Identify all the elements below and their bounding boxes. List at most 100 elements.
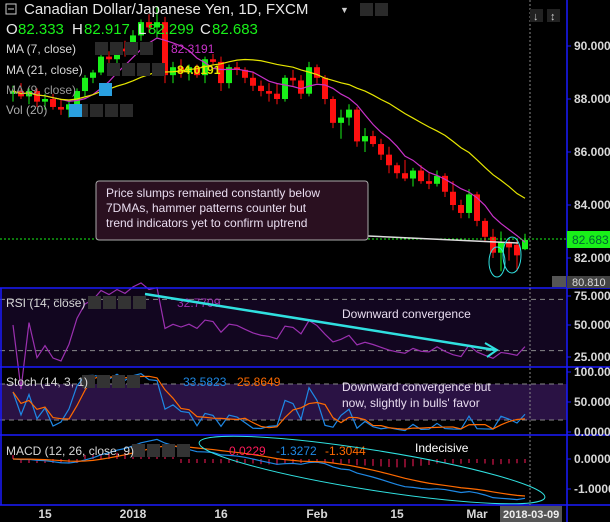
candle[interactable] [450,181,456,211]
collapse-button[interactable] [5,3,17,15]
eye-button[interactable] [360,3,373,16]
candle[interactable] [434,170,440,187]
gear-button[interactable] [122,63,135,76]
candle[interactable] [362,128,368,152]
candle[interactable] [34,88,40,107]
candle[interactable] [74,88,80,107]
plus-button[interactable] [112,375,125,388]
candle[interactable] [194,64,200,78]
candle[interactable] [394,162,400,179]
legend-rsi[interactable]: RSI (14, close) [6,296,85,310]
candle[interactable] [306,61,312,97]
candle[interactable] [458,199,464,219]
rsi-trend-arrow[interactable] [144,292,496,352]
close-button[interactable] [133,296,146,309]
plus-button[interactable] [162,444,175,457]
candle[interactable] [90,69,96,84]
annotation-box[interactable] [95,180,369,241]
candle[interactable] [242,67,248,84]
candle[interactable] [282,75,288,102]
legend-ma7-value: 82.3191 [171,42,215,56]
candle[interactable] [418,165,424,184]
candle[interactable] [338,109,344,139]
candle[interactable] [298,75,304,99]
legend-ma9[interactable]: MA (9, close) [6,83,76,97]
eye-button[interactable] [82,375,95,388]
eye-button[interactable] [95,42,108,55]
candle[interactable] [290,69,296,86]
gear-button[interactable] [97,375,110,388]
eye-toggle-vol[interactable] [69,104,82,117]
candle[interactable] [250,72,256,92]
hammer-ellipse-2[interactable] [502,236,522,274]
candle[interactable] [378,138,384,160]
candle[interactable] [82,75,88,97]
auto-scale-button[interactable] [547,9,560,22]
candle-body [482,220,488,237]
close-button[interactable] [127,375,140,388]
candle[interactable] [58,99,64,115]
candle[interactable] [138,19,144,41]
candle[interactable] [442,173,448,198]
candle[interactable] [402,159,408,182]
candle[interactable] [314,64,320,84]
plus-button[interactable] [118,296,131,309]
candle[interactable] [10,85,16,102]
add-button[interactable] [552,276,566,287]
legend-vol[interactable]: Vol (20) [6,103,47,117]
scroll-down-button[interactable] [530,9,543,22]
candle[interactable] [210,53,216,65]
legend-ma21[interactable]: MA (21, close) [6,63,83,77]
gear-button[interactable] [147,444,160,457]
candle[interactable] [274,83,280,105]
candle[interactable] [490,228,496,258]
candle[interactable] [50,93,56,110]
close-button[interactable] [140,42,153,55]
legend-stoch[interactable]: Stoch (14, 3, 1) [6,375,88,389]
candle[interactable] [370,130,376,147]
chart-title[interactable]: Canadian Dollar/Japanese Yen, 1D, FXCM [24,1,308,18]
close-button[interactable] [120,104,133,117]
close-button[interactable] [177,444,190,457]
candle[interactable] [410,167,416,187]
eye-button[interactable] [132,444,145,457]
candle[interactable] [178,59,184,78]
candle[interactable] [266,83,272,102]
gear-button[interactable] [375,3,388,16]
candle[interactable] [98,51,104,76]
close-button[interactable] [152,63,165,76]
legend-ma7[interactable]: MA (7, close) [6,42,76,56]
candle[interactable] [26,88,32,105]
candle[interactable] [154,6,160,39]
candle[interactable] [258,80,264,97]
chevron-down-icon[interactable]: ▼ [340,5,349,15]
plus-button[interactable] [137,63,150,76]
candle[interactable] [354,106,360,147]
candle[interactable] [482,218,488,243]
macd-ellipse[interactable] [196,423,548,517]
plus-button[interactable] [125,42,138,55]
candle[interactable] [498,231,504,272]
annotation-stoch-2: now, slightly in bulls' favor [342,396,480,410]
candle[interactable] [466,189,472,219]
eye-button[interactable] [88,296,101,309]
eye-button[interactable] [107,63,120,76]
gear-button[interactable] [110,42,123,55]
candle[interactable] [106,51,112,65]
legend-macd[interactable]: MACD (12, 26, close, 9) [6,444,134,458]
plus-button[interactable] [105,104,118,117]
gear-button[interactable] [103,296,116,309]
candle[interactable] [514,239,520,272]
eye-toggle-ma9[interactable] [99,83,112,96]
candle[interactable] [226,64,232,89]
candle[interactable] [386,146,392,174]
candle[interactable] [146,14,152,33]
candle[interactable] [330,96,336,129]
gear-button[interactable] [90,104,103,117]
candle[interactable] [322,75,328,105]
hammer-ellipse-1[interactable] [488,246,506,278]
candle[interactable] [218,56,224,92]
candle[interactable] [346,104,352,126]
candle[interactable] [426,173,432,190]
